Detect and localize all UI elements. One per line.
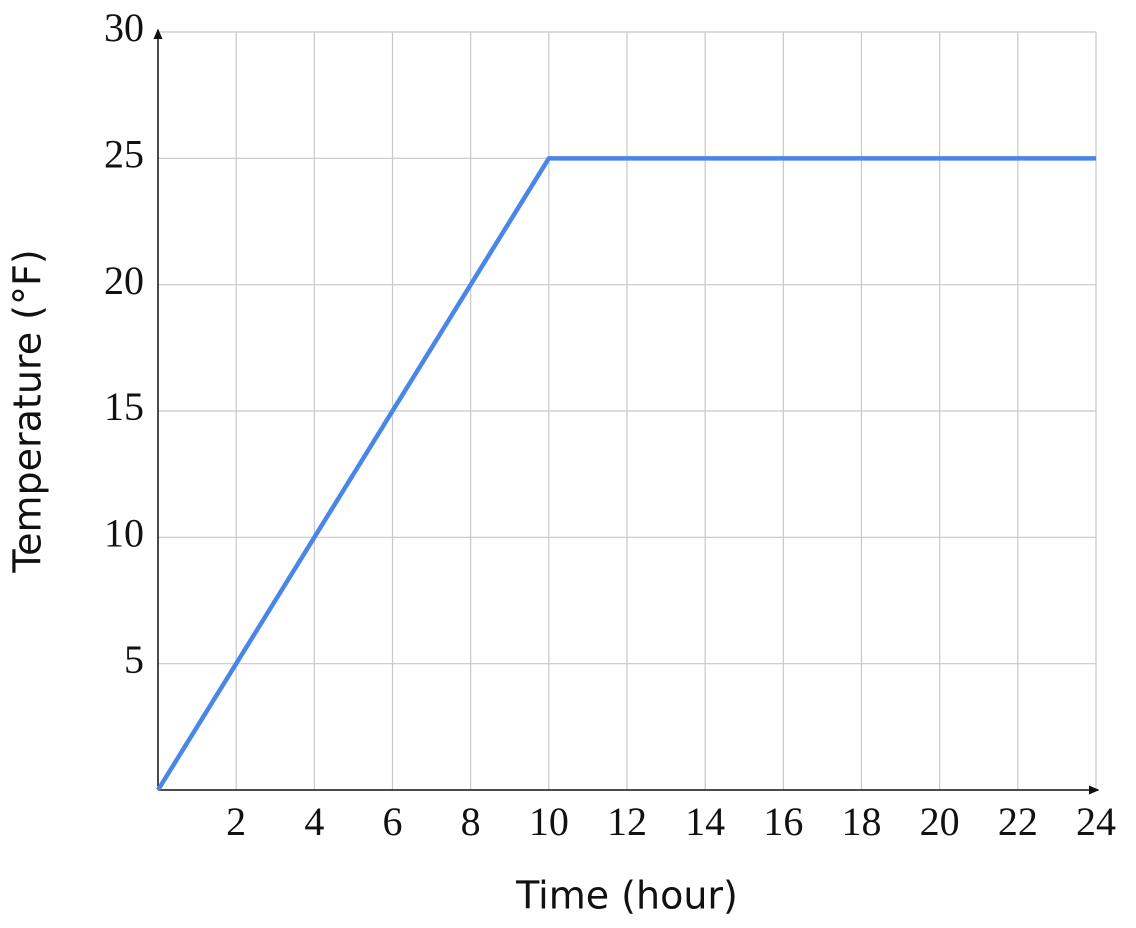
- y-axis-title: Temperature (°F): [6, 249, 50, 573]
- line: [156, 156, 1096, 792]
- x-tick-label: 12: [607, 799, 647, 844]
- x-tick-label: 24: [1076, 799, 1116, 844]
- grid: [158, 31, 1097, 790]
- x-tick-label: 6: [383, 799, 403, 844]
- y-tick-label: 5: [124, 637, 144, 682]
- y-tick-label: 30: [104, 5, 144, 50]
- y-tick-label: 20: [104, 258, 144, 303]
- x-tick-label: 22: [998, 799, 1038, 844]
- y-tick-label: 10: [104, 511, 144, 556]
- x-tick-label: 20: [920, 799, 960, 844]
- x-tick-label: 2: [226, 799, 246, 844]
- x-tick-label: 14: [685, 799, 725, 844]
- x-tick-label: 10: [529, 799, 569, 844]
- x-axis-title: Time (hour): [515, 874, 738, 918]
- x-tick-label: 18: [842, 799, 882, 844]
- x-tick-label: 16: [763, 799, 803, 844]
- y-tick-label: 15: [104, 384, 144, 429]
- y-tick-label: 25: [104, 132, 144, 177]
- x-tick-label: 4: [304, 799, 324, 844]
- x-tick-label: 8: [461, 799, 481, 844]
